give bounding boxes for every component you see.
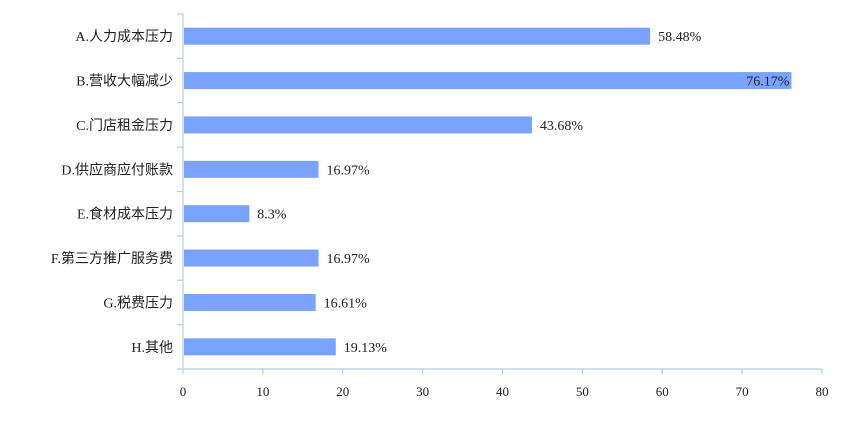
category-label: A.人力成本压力	[75, 29, 173, 45]
category-label: F.第三方推广服务费	[51, 250, 173, 267]
category-label: C.门店租金压力	[76, 118, 173, 134]
data-label: 76.17%	[746, 75, 790, 90]
data-label: 8.3%	[257, 208, 287, 223]
x-tick-label: 20	[336, 384, 349, 399]
category-labels: A.人力成本压力 B.营收大幅减少 C.门店租金压力 D.供应商应付账款 E.食材成本压…	[51, 29, 173, 356]
bar	[184, 249, 319, 267]
data-label: 19.13%	[344, 341, 388, 356]
data-label: 43.68%	[540, 119, 584, 134]
data-label: 58.48%	[658, 30, 702, 45]
data-label: 16.97%	[327, 252, 371, 267]
bar	[184, 116, 532, 134]
y-axis	[177, 13, 184, 370]
data-label: 16.61%	[324, 296, 368, 311]
data-label: 16.97%	[327, 163, 371, 178]
x-tick-label: 10	[256, 384, 269, 399]
value-labels: 58.48% 76.17% 43.68% 16.97% 8.3% 16.97% 16.61%…	[257, 30, 789, 356]
x-tick-label: 60	[656, 384, 669, 399]
category-label: E.食材成本压力	[77, 206, 173, 223]
category-label: B.营收大幅减少	[76, 74, 173, 90]
category-label: H.其他	[131, 340, 173, 356]
x-tick-label: 80	[816, 384, 829, 399]
bar	[184, 160, 319, 178]
x-tick-label: 40	[496, 384, 509, 399]
bar	[184, 338, 336, 356]
x-tick-label: 70	[736, 384, 749, 399]
bars	[184, 27, 792, 356]
category-label: G.税费压力	[103, 295, 173, 311]
bar	[184, 72, 792, 90]
x-tick-label: 0	[180, 384, 187, 399]
bar	[184, 205, 250, 223]
x-tick-label: 50	[576, 384, 589, 399]
bar	[184, 27, 651, 45]
x-axis	[182, 368, 823, 374]
bar	[184, 293, 316, 311]
x-tick-label: 30	[416, 384, 429, 399]
x-tick-labels: 0 10 20 30 40 50 60 70 80	[180, 384, 829, 399]
category-label: D.供应商应付账款	[61, 161, 173, 178]
